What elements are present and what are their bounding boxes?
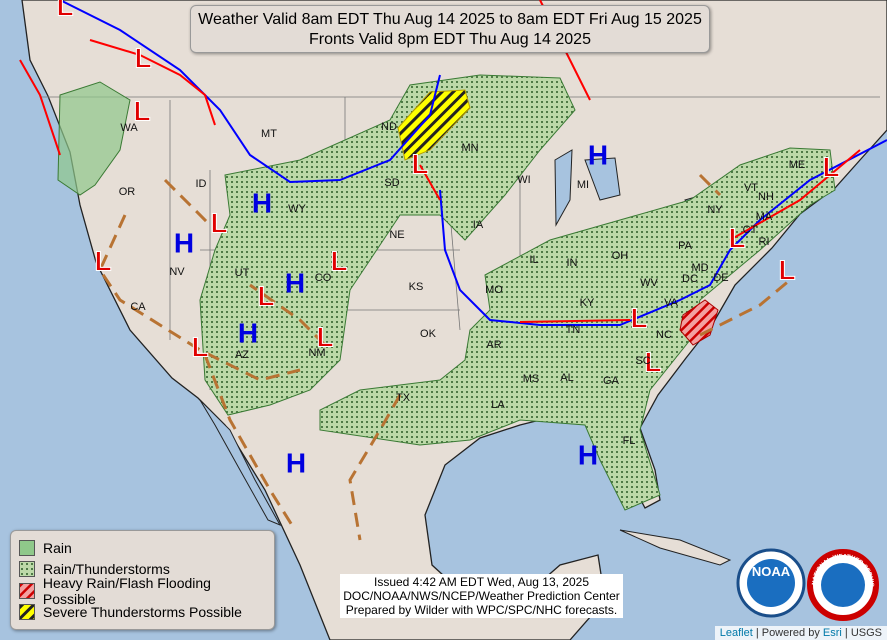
legend-label: Rain <box>43 539 72 556</box>
legend-label: Rain/Thunderstorms <box>43 561 170 578</box>
legend-swatch <box>19 604 35 621</box>
legend-item: Severe Thunderstorms Possible <box>19 602 266 624</box>
title-line: Fronts Valid 8pm EDT Thu Aug 14 2025 <box>309 31 591 48</box>
legend-swatch <box>19 561 35 578</box>
legend-item: Heavy Rain/Flash Flooding Possible <box>19 575 266 607</box>
title-line: Weather Valid 8am EDT Thu Aug 14 2025 to… <box>198 11 702 28</box>
baja <box>199 399 282 527</box>
legend-swatch <box>19 582 35 599</box>
legend-item: Rain/Thunderstorms <box>19 559 266 581</box>
land <box>21 0 887 640</box>
fronts <box>19 0 887 541</box>
attribution: Leaflet | Powered by Esri | USGS <box>714 626 887 640</box>
legend-swatch <box>19 539 35 556</box>
issued-box: Issued 4:42 AM EDT Wed, Aug 13, 2025 DOC… <box>340 574 623 618</box>
esri-link[interactable]: Esri <box>822 627 842 639</box>
rain-areas <box>57 74 836 511</box>
legend-label: Heavy Rain/Flash Flooding Possible <box>42 574 211 607</box>
issued-line: DOC/NOAA/NWS/NCEP/Weather Prediction Cen… <box>343 589 620 603</box>
cuba <box>619 529 732 566</box>
legend-label: Severe Thunderstorms Possible <box>43 604 242 621</box>
legend-item: Rain <box>19 537 266 559</box>
issued-line: Prepared by Wilder with WPC/SPC/NHC fore… <box>345 603 618 617</box>
issued-line: Issued 4:42 AM EDT Wed, Aug 13, 2025 <box>373 575 590 589</box>
leaflet-link[interactable]: Leaflet <box>719 627 753 639</box>
usgs-text: | USGS <box>844 627 882 639</box>
powered-text: | Powered by <box>755 627 820 639</box>
title-box: Weather Valid 8am EDT Thu Aug 14 2025 to… <box>190 5 710 53</box>
legend: Rain Rain/Thunderstorms Heavy Rain/Flash… <box>10 530 275 630</box>
